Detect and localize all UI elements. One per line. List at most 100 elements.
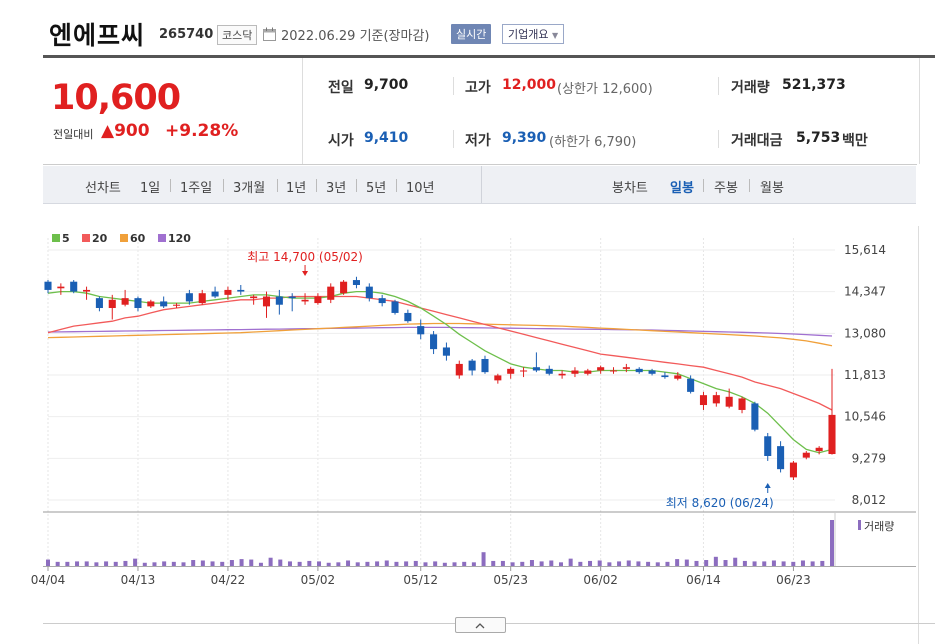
candle-body xyxy=(609,370,618,372)
candle-body xyxy=(815,447,823,452)
prev-close-value: 9,700 xyxy=(364,77,409,93)
volume-bar xyxy=(781,561,786,566)
tab-10y[interactable]: 10년 xyxy=(406,181,435,196)
volume-bar xyxy=(539,561,544,566)
candle-body xyxy=(687,378,695,392)
candle-body xyxy=(160,301,168,307)
side-panel-edge xyxy=(918,226,935,644)
high-arrow-head xyxy=(302,271,309,277)
collapse-button[interactable] xyxy=(455,617,506,633)
candle-body xyxy=(224,289,232,295)
amount-unit: 백만 xyxy=(842,133,868,149)
high-label: 고가 xyxy=(465,80,491,96)
volume-bar xyxy=(810,561,815,566)
volume-bar xyxy=(229,560,234,566)
open-label: 시가 xyxy=(328,133,354,149)
volume-bar xyxy=(210,561,215,566)
tab-divider xyxy=(277,179,278,192)
volume-bar xyxy=(278,559,283,566)
tab-divider xyxy=(170,179,171,192)
compare-label: 전일대비 xyxy=(53,128,94,141)
volume-bar xyxy=(181,562,186,566)
volume-bar xyxy=(200,560,205,566)
candle-body xyxy=(250,296,258,299)
volume-bar xyxy=(713,556,718,566)
volume-bar xyxy=(723,560,728,566)
candle-body xyxy=(237,289,245,292)
candle-body xyxy=(430,334,438,350)
tab-weekly[interactable]: 주봉 xyxy=(714,181,738,196)
volume-bar xyxy=(588,560,593,566)
volume-bar xyxy=(607,562,612,566)
tab-1d[interactable]: 1일 xyxy=(140,181,161,196)
tab-1y[interactable]: 1년 xyxy=(286,181,307,196)
volume-bar xyxy=(597,560,602,566)
x-tick-label: 06/02 xyxy=(583,573,618,587)
candle-body xyxy=(584,370,592,374)
tab-3m[interactable]: 3개월 xyxy=(233,181,266,196)
chart-frame xyxy=(43,204,916,567)
volume-bar xyxy=(268,557,273,566)
x-tick-label: 04/04 xyxy=(31,573,66,587)
volume-bar xyxy=(423,562,428,566)
volume-label: 거래량 xyxy=(864,520,894,533)
volume-bar xyxy=(46,559,50,566)
candle-body xyxy=(468,360,476,371)
ma120-line xyxy=(47,326,833,337)
volume-bar xyxy=(287,561,292,566)
legend-swatch xyxy=(52,234,60,242)
tab-3y[interactable]: 3년 xyxy=(326,181,347,196)
volume-bar xyxy=(326,562,331,566)
candle-body xyxy=(70,281,78,292)
candle-body xyxy=(789,462,797,478)
company-overview-button[interactable]: 기업개요 ▼ xyxy=(502,24,565,44)
legend-swatch xyxy=(82,234,90,242)
volume-bar xyxy=(510,562,515,566)
volume-bar xyxy=(162,561,167,566)
volume-bar xyxy=(733,557,738,566)
chart-tab-bar xyxy=(43,166,916,204)
volume-bar xyxy=(413,560,418,566)
chart-legend: 5 20 60 120 xyxy=(52,232,191,245)
prev-close-label: 전일 xyxy=(328,80,354,96)
candle-body xyxy=(674,375,682,379)
volume-bar xyxy=(307,560,312,566)
volume-bar xyxy=(113,561,118,566)
candle-body xyxy=(275,296,283,305)
stats-divider xyxy=(43,164,917,165)
tab-1w[interactable]: 1주일 xyxy=(180,181,213,196)
x-tick-label: 05/23 xyxy=(493,573,528,587)
volume-bar xyxy=(636,561,641,566)
tab-5y[interactable]: 5년 xyxy=(366,181,387,196)
low-annotation: 최저 8,620 (06/24) xyxy=(666,496,774,510)
candle-body xyxy=(802,452,810,458)
volume-bar xyxy=(191,560,196,566)
volume-bar xyxy=(55,561,60,566)
tab-divider xyxy=(749,179,750,192)
volume-bar xyxy=(94,562,99,566)
candle-body xyxy=(661,375,669,378)
volume-bar xyxy=(617,561,622,566)
volume-bar xyxy=(481,552,486,566)
realtime-button[interactable]: 실시간 xyxy=(451,24,492,44)
volume-bar xyxy=(239,559,244,566)
amount-label: 거래대금 xyxy=(731,133,783,149)
legend-label: 60 xyxy=(130,232,146,245)
tab-divider xyxy=(316,179,317,192)
x-tick-label: 06/14 xyxy=(686,573,721,587)
tab-divider xyxy=(356,179,357,192)
tab-daily[interactable]: 일봉 xyxy=(670,181,694,196)
moving-average-lines xyxy=(47,290,833,454)
volume-bar xyxy=(694,560,699,566)
lower-limit: (하한가 6,790) xyxy=(549,135,637,150)
candle-body xyxy=(288,296,296,299)
company-overview-label: 기업개요 xyxy=(508,28,549,41)
candle-body xyxy=(95,298,103,309)
chart-annotations: 최고 14,700 (05/02) 최저 8,620 (06/24) xyxy=(247,250,774,510)
volume-bar xyxy=(220,561,225,566)
tab-monthly[interactable]: 월봉 xyxy=(760,181,784,196)
volume-bar xyxy=(646,561,651,566)
y-tick-label: 11,813 xyxy=(844,368,886,382)
candle-body xyxy=(44,281,52,290)
candle-body xyxy=(378,298,386,304)
